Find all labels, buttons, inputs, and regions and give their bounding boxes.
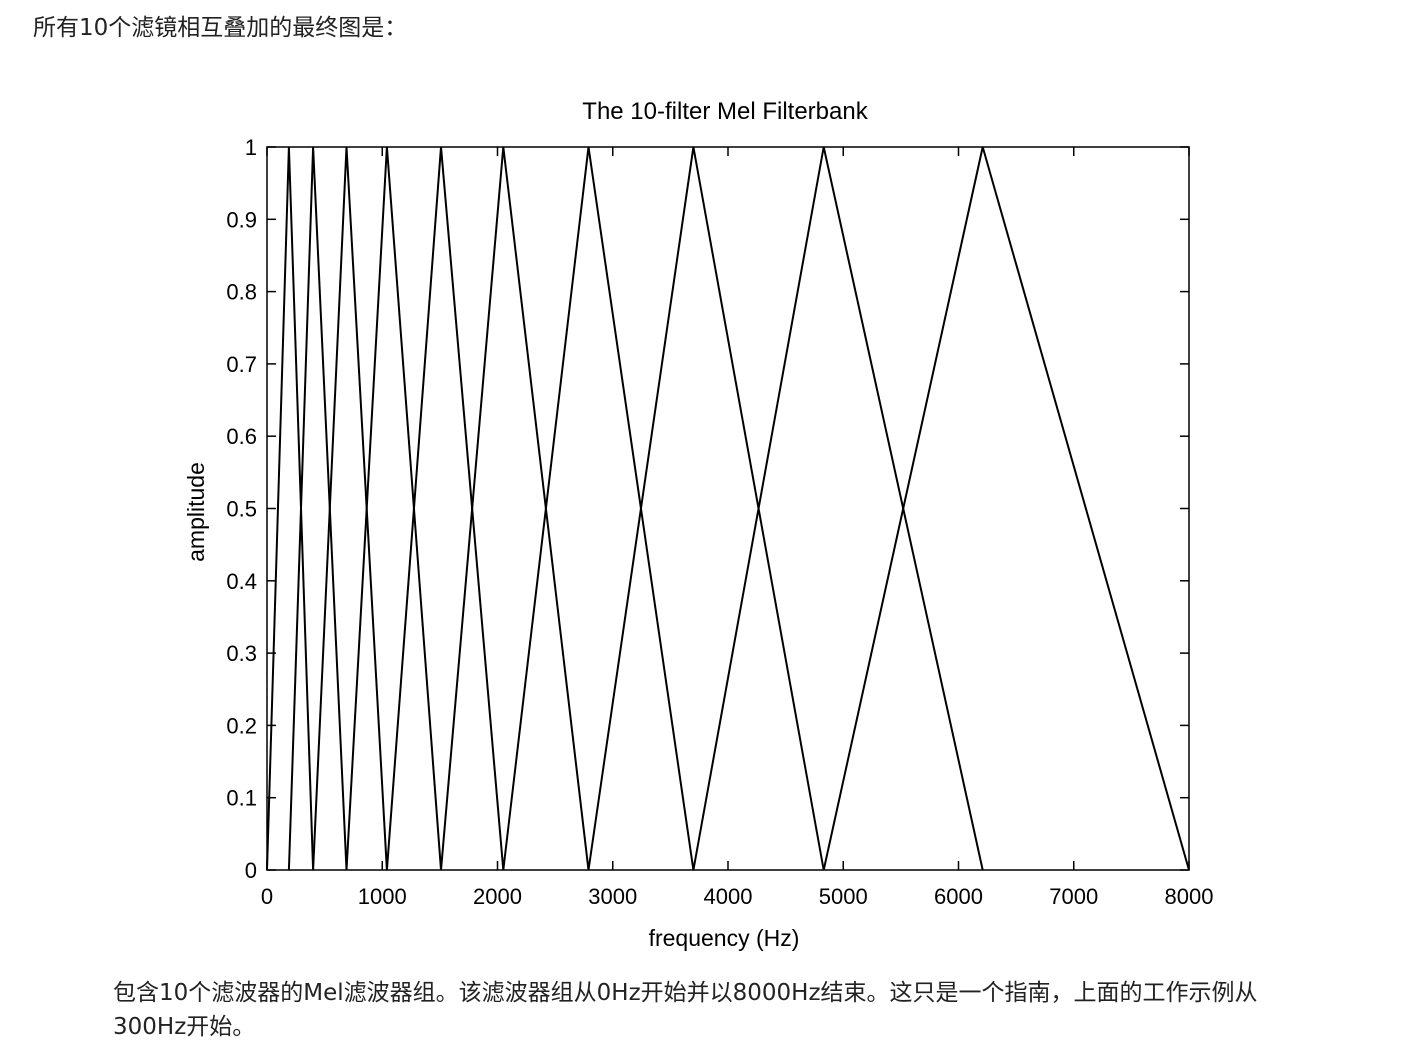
x-axis-label: frequency (Hz) [649, 925, 800, 951]
y-tick-label: 0 [245, 858, 257, 883]
y-tick-label: 0.9 [226, 207, 257, 232]
filter-line-9 [692, 146, 984, 871]
x-tick-label: 5000 [819, 884, 868, 909]
intro-text: 所有10个滤镜相互叠加的最终图是： [33, 15, 408, 41]
caption-text: 包含10个滤波器的Mel滤波器组。该滤波器组从0Hz开始并以8000Hz结束。这… [113, 980, 1258, 1040]
filter-line-8 [587, 146, 825, 871]
chart-title: The 10-filter Mel Filterbank [582, 98, 868, 125]
plot-frame [266, 146, 1190, 871]
x-tick-label: 7000 [1049, 884, 1098, 909]
x-tick-label: 3000 [588, 884, 637, 909]
y-tick-label: 0.7 [226, 352, 257, 377]
x-tick-label: 1000 [358, 884, 407, 909]
axis-tick-labels: 0 1000 2000 3000 4000 5000 6000 7000 8000 0 0.1 0.2… [226, 135, 1213, 909]
y-axis-label: amplitude [183, 462, 209, 562]
x-tick-label: 0 [261, 884, 273, 909]
y-tick-label: 0.8 [226, 280, 257, 305]
axis-ticks [266, 146, 1190, 871]
filter-line-4 [345, 146, 442, 871]
filter-lines [266, 146, 1190, 871]
filter-line-7 [502, 146, 695, 871]
filter-line-5 [385, 146, 505, 871]
x-tick-label: 4000 [704, 884, 753, 909]
filter-line-10 [822, 146, 1190, 871]
y-tick-label: 0.3 [226, 641, 257, 666]
y-tick-label: 0.6 [226, 424, 257, 449]
x-tick-label: 8000 [1165, 884, 1214, 909]
y-tick-label: 0.2 [226, 713, 257, 738]
y-tick-label: 1 [245, 135, 257, 160]
filter-line-3 [312, 146, 388, 871]
filterbank-chart: The 10-filter Mel Filterbank 0 1000 2000 30… [183, 98, 1213, 951]
filterbank-figure: The 10-filter Mel Filterbank 0 1000 2000 30… [0, 80, 1404, 960]
y-tick-label: 0.1 [226, 786, 257, 811]
x-tick-label: 6000 [934, 884, 983, 909]
filter-line-6 [440, 146, 590, 871]
x-tick-label: 2000 [473, 884, 522, 909]
y-tick-label: 0.4 [226, 569, 257, 594]
y-tick-label: 0.5 [226, 497, 257, 522]
